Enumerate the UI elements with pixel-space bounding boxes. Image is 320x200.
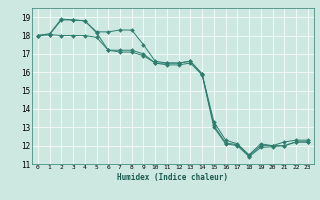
X-axis label: Humidex (Indice chaleur): Humidex (Indice chaleur) xyxy=(117,173,228,182)
